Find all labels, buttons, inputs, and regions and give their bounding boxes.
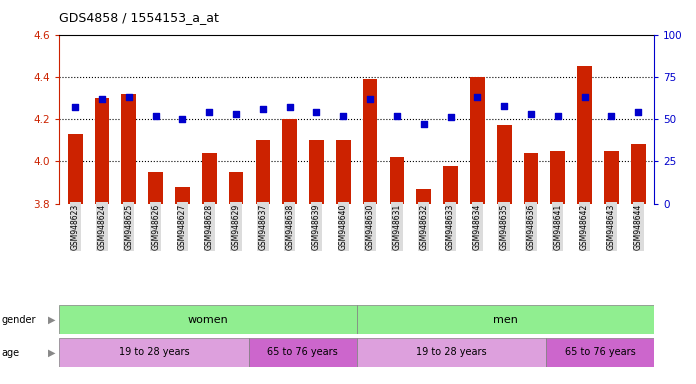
- Text: GSM948644: GSM948644: [633, 204, 642, 250]
- Point: [552, 113, 563, 119]
- Text: GSM948640: GSM948640: [339, 204, 348, 250]
- Point: [204, 109, 215, 115]
- Bar: [309, 140, 324, 204]
- Bar: [148, 172, 163, 204]
- Text: 19 to 28 years: 19 to 28 years: [416, 347, 487, 358]
- Bar: [122, 94, 136, 204]
- Text: GSM948629: GSM948629: [232, 204, 241, 250]
- Text: GSM948641: GSM948641: [553, 204, 562, 250]
- Text: GSM948634: GSM948634: [473, 204, 482, 250]
- Text: GSM948624: GSM948624: [97, 204, 106, 250]
- Bar: [255, 140, 270, 204]
- Text: GSM948631: GSM948631: [393, 204, 402, 250]
- Bar: [283, 119, 297, 204]
- Text: ▶: ▶: [48, 348, 56, 358]
- Text: GSM948638: GSM948638: [285, 204, 294, 250]
- Point: [70, 104, 81, 110]
- Bar: [416, 189, 431, 204]
- Bar: [59, 305, 357, 334]
- Bar: [95, 98, 109, 204]
- Bar: [357, 338, 546, 367]
- Point: [391, 113, 402, 119]
- Bar: [551, 151, 565, 204]
- Bar: [497, 125, 512, 204]
- Text: GSM948639: GSM948639: [312, 204, 321, 250]
- Text: 65 to 76 years: 65 to 76 years: [564, 347, 635, 358]
- Point: [177, 116, 188, 122]
- Text: 19 to 28 years: 19 to 28 years: [118, 347, 189, 358]
- Text: gender: gender: [1, 315, 36, 325]
- Point: [311, 109, 322, 115]
- Text: GSM948630: GSM948630: [365, 204, 374, 250]
- Point: [230, 111, 242, 117]
- Bar: [357, 305, 654, 334]
- Text: GSM948636: GSM948636: [526, 204, 535, 250]
- Point: [365, 96, 376, 102]
- Point: [418, 121, 429, 127]
- Bar: [631, 144, 645, 204]
- Bar: [443, 166, 458, 204]
- Point: [123, 94, 134, 100]
- Bar: [546, 338, 654, 367]
- Point: [258, 106, 269, 112]
- Bar: [175, 187, 190, 204]
- Text: ▶: ▶: [48, 315, 56, 325]
- Bar: [523, 153, 538, 204]
- Text: GSM948635: GSM948635: [500, 204, 509, 250]
- Text: men: men: [493, 314, 518, 325]
- Point: [606, 113, 617, 119]
- Bar: [577, 66, 592, 204]
- Bar: [202, 153, 216, 204]
- Point: [97, 96, 108, 102]
- Bar: [363, 79, 377, 204]
- Bar: [604, 151, 619, 204]
- Bar: [470, 77, 484, 204]
- Text: 65 to 76 years: 65 to 76 years: [267, 347, 338, 358]
- Text: age: age: [1, 348, 19, 358]
- Text: GDS4858 / 1554153_a_at: GDS4858 / 1554153_a_at: [59, 12, 219, 25]
- Text: women: women: [187, 314, 228, 325]
- Text: GSM948637: GSM948637: [258, 204, 267, 250]
- Bar: [68, 134, 83, 204]
- Point: [498, 103, 509, 109]
- Point: [579, 94, 590, 100]
- Text: GSM948633: GSM948633: [446, 204, 455, 250]
- Point: [338, 113, 349, 119]
- Bar: [248, 338, 356, 367]
- Point: [633, 109, 644, 115]
- Bar: [390, 157, 404, 204]
- Text: GSM948632: GSM948632: [419, 204, 428, 250]
- Point: [445, 114, 456, 121]
- Text: GSM948623: GSM948623: [71, 204, 80, 250]
- Bar: [229, 172, 244, 204]
- Point: [150, 113, 161, 119]
- Text: GSM948626: GSM948626: [151, 204, 160, 250]
- Text: GSM948628: GSM948628: [205, 204, 214, 250]
- Bar: [336, 140, 351, 204]
- Text: GSM948625: GSM948625: [125, 204, 134, 250]
- Point: [472, 94, 483, 100]
- Text: GSM948642: GSM948642: [580, 204, 589, 250]
- Bar: [59, 338, 248, 367]
- Point: [284, 104, 295, 110]
- Point: [525, 111, 537, 117]
- Text: GSM948627: GSM948627: [178, 204, 187, 250]
- Text: GSM948643: GSM948643: [607, 204, 616, 250]
